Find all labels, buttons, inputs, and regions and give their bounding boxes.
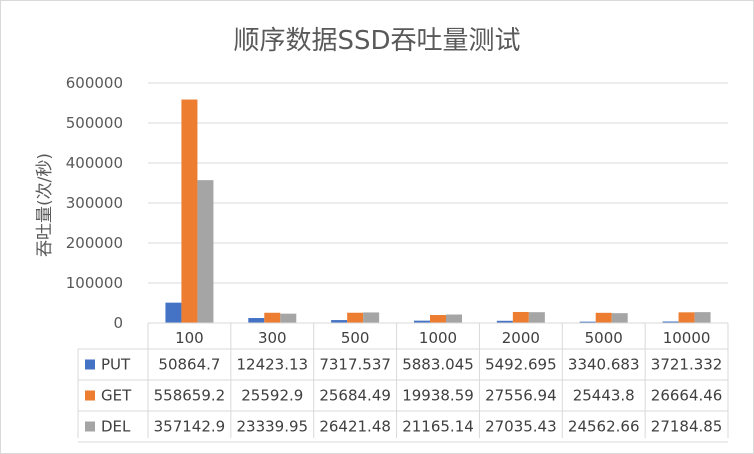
data-label: 3721.332 — [651, 356, 723, 374]
x-tick-label: 2000 — [502, 329, 540, 347]
legend-key-put — [85, 359, 95, 370]
data-label: 25592.9 — [241, 387, 303, 405]
bar-put — [248, 318, 265, 323]
y-tick-label: 500000 — [66, 114, 123, 132]
legend-label-del: DEL — [101, 418, 131, 436]
gridlines — [148, 82, 728, 284]
data-label: 5492.695 — [485, 356, 557, 374]
data-label: 7317.537 — [319, 356, 391, 374]
data-label: 24562.66 — [568, 418, 640, 436]
x-tick-label: 500 — [341, 329, 370, 347]
data-label: 27184.85 — [651, 418, 723, 436]
bar-put — [165, 302, 182, 323]
data-label: 19938.59 — [402, 387, 474, 405]
y-axis-label: 吞吐量(次/秒) — [35, 153, 55, 257]
data-label: 27035.43 — [485, 418, 557, 436]
data-label: 25443.8 — [573, 387, 635, 405]
y-tick-label: 600000 — [66, 74, 123, 92]
data-label: 21165.14 — [402, 418, 474, 436]
bar-put — [496, 320, 513, 323]
y-tick-label: 400000 — [66, 154, 123, 172]
bar-del — [363, 312, 380, 323]
y-tick-label: 200000 — [66, 234, 123, 252]
bar-del — [197, 180, 214, 323]
data-label: 558659.2 — [154, 387, 226, 405]
bar-put — [414, 320, 430, 323]
bar-get — [430, 315, 446, 323]
bar-del — [446, 314, 462, 323]
bar-put — [579, 321, 596, 323]
y-tick-label: 100000 — [66, 274, 123, 292]
data-label: 23339.95 — [236, 418, 308, 436]
data-label: 26421.48 — [319, 418, 391, 436]
legend-label-get: GET — [101, 387, 132, 405]
x-tick-label: 5000 — [585, 329, 623, 347]
bar-get — [512, 311, 529, 323]
legend-label-put: PUT — [101, 356, 131, 374]
bar-get — [678, 312, 695, 323]
data-label: 50864.7 — [158, 356, 220, 374]
data-label: 26664.46 — [651, 387, 723, 405]
data-label: 357142.9 — [154, 418, 226, 436]
y-axis-ticks: 0 100000 200000 300000 400000 500000 600000 — [66, 74, 123, 332]
bar-del — [528, 312, 545, 323]
x-tick-label: 100 — [175, 329, 204, 347]
data-label: 12423.13 — [236, 356, 308, 374]
legend-key-get — [85, 390, 95, 401]
y-tick-label: 300000 — [66, 194, 123, 212]
chart-title: 顺序数据SSD吞吐量测试 — [233, 26, 520, 56]
bar-del — [611, 313, 628, 323]
data-label: 25684.49 — [319, 387, 391, 405]
data-label: 27556.94 — [485, 387, 557, 405]
bar-get — [595, 312, 612, 323]
data-table: 100 300 500 1000 2000 5000 10000 PUT 50864.7 1242… — [77, 322, 729, 443]
bar-get — [347, 312, 364, 323]
bar-put — [331, 320, 348, 323]
x-tick-label: 10000 — [663, 329, 711, 347]
legend-key-del — [85, 421, 95, 432]
bar-put — [662, 321, 679, 323]
bars — [165, 99, 711, 323]
data-label: 5883.045 — [402, 356, 474, 374]
bar-del — [694, 312, 711, 323]
y-tick-label: 0 — [113, 314, 123, 332]
x-tick-label: 1000 — [419, 329, 457, 347]
bar-get — [181, 99, 198, 323]
data-label: 3340.683 — [568, 356, 640, 374]
x-tick-label: 300 — [258, 329, 287, 347]
bar-get — [264, 312, 281, 323]
bar-del — [280, 313, 297, 323]
